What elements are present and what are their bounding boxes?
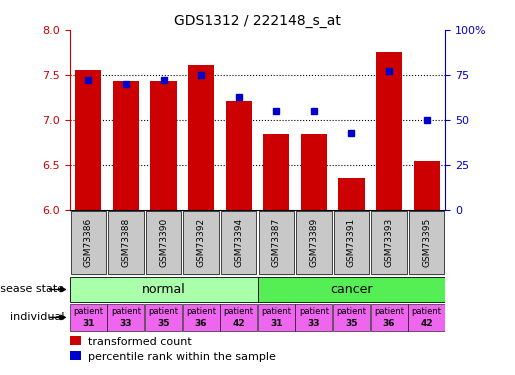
FancyBboxPatch shape bbox=[146, 211, 181, 274]
Text: individual: individual bbox=[10, 312, 64, 322]
Text: GSM73391: GSM73391 bbox=[347, 218, 356, 267]
FancyBboxPatch shape bbox=[296, 211, 332, 274]
Bar bbox=[263, 134, 289, 210]
FancyBboxPatch shape bbox=[296, 304, 332, 331]
Bar bbox=[301, 134, 327, 210]
FancyBboxPatch shape bbox=[333, 304, 370, 331]
Text: 31: 31 bbox=[82, 319, 95, 328]
FancyBboxPatch shape bbox=[408, 304, 445, 331]
Text: patient: patient bbox=[411, 307, 442, 316]
Bar bbox=[70, 351, 81, 360]
Bar bbox=[70, 336, 81, 345]
FancyBboxPatch shape bbox=[70, 304, 107, 331]
Text: GSM73395: GSM73395 bbox=[422, 218, 431, 267]
FancyBboxPatch shape bbox=[70, 277, 258, 302]
Text: transformed count: transformed count bbox=[89, 337, 192, 347]
Text: 42: 42 bbox=[232, 319, 245, 328]
Text: disease state: disease state bbox=[0, 285, 64, 294]
Text: 36: 36 bbox=[383, 319, 396, 328]
Text: 33: 33 bbox=[307, 319, 320, 328]
Text: GSM73389: GSM73389 bbox=[310, 218, 318, 267]
FancyBboxPatch shape bbox=[108, 211, 144, 274]
Text: GSM73394: GSM73394 bbox=[234, 218, 243, 267]
Text: patient: patient bbox=[73, 307, 104, 316]
FancyBboxPatch shape bbox=[221, 211, 256, 274]
FancyBboxPatch shape bbox=[145, 304, 182, 331]
FancyBboxPatch shape bbox=[259, 211, 294, 274]
Text: patient: patient bbox=[186, 307, 216, 316]
Text: patient: patient bbox=[111, 307, 141, 316]
FancyBboxPatch shape bbox=[258, 277, 445, 302]
Bar bbox=[150, 81, 177, 210]
Text: 33: 33 bbox=[119, 319, 132, 328]
Text: GSM73388: GSM73388 bbox=[122, 218, 130, 267]
Text: patient: patient bbox=[148, 307, 179, 316]
Text: GSM73387: GSM73387 bbox=[272, 218, 281, 267]
Text: patient: patient bbox=[261, 307, 291, 316]
Text: 35: 35 bbox=[157, 319, 170, 328]
FancyBboxPatch shape bbox=[220, 304, 257, 331]
Text: patient: patient bbox=[374, 307, 404, 316]
Text: cancer: cancer bbox=[330, 283, 373, 296]
Bar bbox=[226, 101, 252, 210]
FancyBboxPatch shape bbox=[334, 211, 369, 274]
Text: GSM73390: GSM73390 bbox=[159, 218, 168, 267]
Text: normal: normal bbox=[142, 283, 185, 296]
FancyBboxPatch shape bbox=[183, 211, 219, 274]
FancyBboxPatch shape bbox=[108, 304, 144, 331]
Text: 35: 35 bbox=[345, 319, 358, 328]
Text: 31: 31 bbox=[270, 319, 283, 328]
FancyBboxPatch shape bbox=[371, 304, 407, 331]
Text: patient: patient bbox=[224, 307, 254, 316]
FancyBboxPatch shape bbox=[71, 211, 106, 274]
Title: GDS1312 / 222148_s_at: GDS1312 / 222148_s_at bbox=[174, 13, 341, 28]
Text: 42: 42 bbox=[420, 319, 433, 328]
Text: GSM73386: GSM73386 bbox=[84, 218, 93, 267]
FancyBboxPatch shape bbox=[258, 304, 295, 331]
Bar bbox=[75, 70, 101, 210]
FancyBboxPatch shape bbox=[409, 211, 444, 274]
Bar bbox=[113, 81, 139, 210]
Text: patient: patient bbox=[336, 307, 367, 316]
Text: 36: 36 bbox=[195, 319, 208, 328]
Text: GSM73393: GSM73393 bbox=[385, 218, 393, 267]
Bar bbox=[338, 178, 365, 210]
Bar bbox=[376, 52, 402, 210]
Bar bbox=[414, 160, 440, 210]
FancyBboxPatch shape bbox=[371, 211, 407, 274]
FancyBboxPatch shape bbox=[183, 304, 219, 331]
Text: patient: patient bbox=[299, 307, 329, 316]
Bar bbox=[188, 65, 214, 210]
Text: GSM73392: GSM73392 bbox=[197, 218, 205, 267]
Text: percentile rank within the sample: percentile rank within the sample bbox=[89, 352, 276, 362]
